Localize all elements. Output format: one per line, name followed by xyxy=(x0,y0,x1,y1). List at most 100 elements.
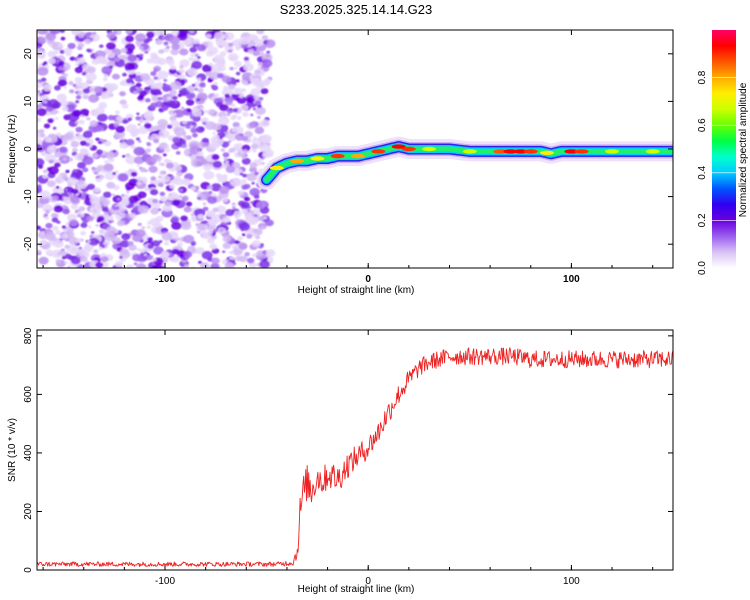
noise-speckle xyxy=(113,57,121,62)
noise-speckle xyxy=(181,120,187,125)
noise-speckle xyxy=(239,172,244,176)
ridge-peak xyxy=(351,153,365,159)
noise-speckle xyxy=(37,164,44,169)
noise-speckle xyxy=(163,79,168,82)
noise-speckle xyxy=(171,216,180,223)
noise-speckle xyxy=(122,72,127,77)
noise-speckle xyxy=(61,106,69,112)
noise-speckle xyxy=(212,131,216,135)
noise-speckle xyxy=(69,89,75,94)
noise-speckle xyxy=(118,261,123,265)
noise-speckle xyxy=(93,187,101,193)
noise-speckle xyxy=(86,215,94,222)
noise-speckle xyxy=(238,36,250,45)
colorbar-tick-label: 0.2 xyxy=(697,213,708,227)
noise-speckle xyxy=(63,73,68,77)
noise-speckle xyxy=(51,217,59,223)
noise-speckle xyxy=(241,201,251,209)
noise-speckle xyxy=(170,179,177,185)
noise-speckle xyxy=(136,137,140,141)
noise-speckle xyxy=(172,95,178,100)
noise-speckle xyxy=(128,82,133,87)
noise-speckle xyxy=(72,169,78,173)
noise-speckle xyxy=(165,45,170,49)
noise-speckle xyxy=(158,182,164,187)
noise-speckle xyxy=(103,240,110,246)
noise-speckle xyxy=(107,52,116,59)
noise-speckle xyxy=(59,49,65,54)
ridge-peak xyxy=(574,149,589,154)
noise-speckle xyxy=(159,196,168,203)
noise-speckle xyxy=(232,108,238,113)
noise-speckle xyxy=(191,83,196,87)
noise-speckle xyxy=(144,114,152,121)
noise-speckle xyxy=(147,244,154,249)
noise-speckle xyxy=(222,216,231,223)
noise-speckle xyxy=(237,190,244,196)
noise-speckle xyxy=(155,85,162,90)
noise-speckle xyxy=(68,255,75,261)
noise-speckle xyxy=(42,100,48,104)
noise-speckle xyxy=(42,84,52,92)
noise-speckle xyxy=(260,88,269,95)
noise-speckle xyxy=(157,70,169,80)
noise-speckle xyxy=(82,130,93,139)
noise-speckle xyxy=(254,106,266,116)
noise-speckle xyxy=(55,186,60,189)
noise-speckle xyxy=(209,219,218,226)
noise-speckle xyxy=(188,57,194,62)
noise-speckle xyxy=(153,125,161,131)
noise-speckle xyxy=(37,117,42,123)
noise-speckle xyxy=(186,67,198,77)
snr-frame xyxy=(36,329,674,571)
noise-speckle xyxy=(248,261,257,268)
noise-speckle xyxy=(62,196,67,200)
noise-speckle xyxy=(249,73,261,82)
y-tick-label: 0 xyxy=(23,146,34,152)
noise-speckle xyxy=(99,229,106,235)
noise-speckle xyxy=(197,151,204,157)
noise-speckle xyxy=(191,61,203,70)
noise-speckle xyxy=(256,201,266,209)
noise-speckle xyxy=(78,119,85,125)
noise-speckle xyxy=(158,49,165,54)
noise-speckle xyxy=(137,222,142,226)
colorbar-tick-label: 0.6 xyxy=(697,118,708,132)
noise-speckle xyxy=(148,165,158,173)
noise-speckle xyxy=(136,176,142,180)
noise-speckle xyxy=(252,228,258,233)
noise-speckle xyxy=(241,179,247,184)
noise-speckle xyxy=(255,235,261,240)
noise-speckle xyxy=(98,247,103,250)
colorbar-tick-label: 0.4 xyxy=(697,165,708,179)
noise-speckle xyxy=(127,54,137,62)
noise-speckle xyxy=(249,187,260,197)
noise-speckle xyxy=(130,171,138,177)
noise-speckle xyxy=(157,82,163,87)
noise-speckle xyxy=(77,57,86,65)
noise-speckle xyxy=(219,185,230,194)
noise-speckle xyxy=(137,191,147,199)
noise-speckle xyxy=(122,119,128,124)
noise-speckle xyxy=(159,191,166,197)
noise-speckle xyxy=(37,36,46,44)
noise-speckle xyxy=(58,66,64,71)
ridge-peak xyxy=(330,153,345,159)
noise-speckle xyxy=(194,53,199,57)
noise-speckle xyxy=(204,121,216,130)
noise-speckle xyxy=(249,162,258,169)
noise-speckle xyxy=(166,100,176,108)
noise-speckle xyxy=(210,183,222,192)
noise-speckle xyxy=(115,125,125,133)
noise-speckle xyxy=(125,153,131,158)
noise-speckle xyxy=(229,177,242,187)
noise-speckle xyxy=(48,99,59,108)
noise-speckle xyxy=(121,103,129,109)
noise-speckle xyxy=(75,91,79,94)
noise-speckle xyxy=(254,100,262,106)
noise-speckle xyxy=(176,171,183,177)
noise-speckle xyxy=(69,248,79,255)
noise-speckle xyxy=(169,253,173,256)
noise-speckle xyxy=(87,225,92,229)
noise-speckle xyxy=(223,32,235,41)
